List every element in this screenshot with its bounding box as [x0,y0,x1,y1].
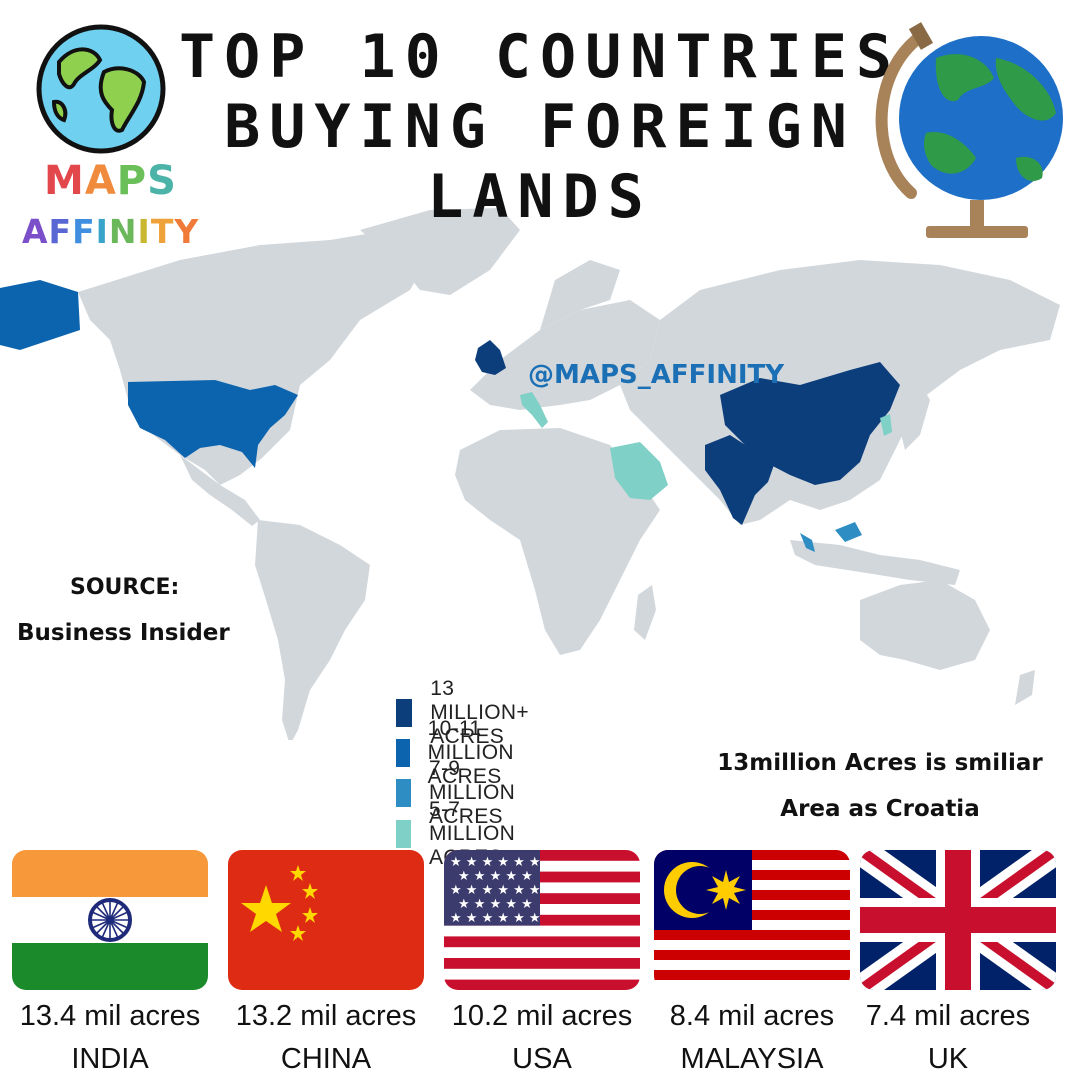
uk-name: UK [927,1043,969,1075]
map-south-america [255,520,370,740]
svg-text:★ ★ ★ ★ ★: ★ ★ ★ ★ ★ [458,897,533,912]
comparison-note: 13million Acres is smiliar Area as Croat… [700,740,1060,832]
china-acres: 13.2 mil acres [235,1000,417,1032]
brand-letter: S [147,158,177,204]
map-usa [128,380,298,468]
map-india [705,435,775,525]
legend-swatch [396,699,413,727]
brand-letter: I [95,212,109,251]
legend-swatch [396,739,410,767]
map-china [720,362,900,485]
malaysia-flag-icon [654,850,850,990]
legend-swatch [396,779,411,807]
legend-label: 10-11 MILLION ACRES [427,717,514,788]
brand-letter: A [22,212,49,251]
china-name: CHINA [280,1043,372,1075]
globe-stand-icon [875,22,1063,238]
china-flag-icon [228,850,424,990]
map-indonesia [790,540,960,585]
svg-text:★ ★ ★ ★ ★ ★: ★ ★ ★ ★ ★ ★ [450,911,541,926]
page-title: TOP 10 COUNTRIES BUYING FOREIGN LANDS [140,22,940,232]
map-new-zealand [1015,670,1035,705]
map-africa [455,428,660,655]
legend-item: 10-11 MILLION ACRES [396,717,530,789]
india-acres: 13.4 mil acres [19,1000,201,1032]
brand-letter: F [48,212,73,251]
source-label: SOURCE: [70,575,180,600]
title-line-1: TOP 10 COUNTRIES [179,22,901,92]
brand-letter: F [72,212,96,251]
map-saudi-arabia [610,442,668,500]
brand-letter: N [108,212,138,251]
title-line-3: LANDS [427,162,653,232]
usa-flag-icon: ★ ★ ★ ★ ★ ★ ★ ★ ★ ★ ★ ★ ★ ★ ★ ★ ★ ★ ★ ★ … [444,850,640,990]
brand-word-maps: MAPS [44,158,177,204]
watermark-handle: @MAPS_AFFINITY [528,360,785,390]
map-madagascar [634,585,656,640]
brand-letter: Y [174,212,200,251]
uk-flag-icon [860,850,1056,990]
uk-acres: 7.4 mil acres [865,1000,1031,1032]
note-line-2: Area as Croatia [780,796,980,822]
map-europe [470,300,660,410]
map-italy [520,392,548,428]
legend-label: 7-9 MILLION ACRES [429,757,516,828]
world-map [0,208,1060,740]
map-scandinavia [540,260,620,330]
usa-name: USA [512,1043,572,1075]
earth-logo-icon [36,24,166,154]
malaysia-name: MALAYSIA [680,1043,824,1075]
svg-text:★ ★ ★ ★ ★ ★: ★ ★ ★ ★ ★ ★ [450,855,541,870]
legend-item: 13 MILLION+ ACRES [396,677,543,749]
brand-letter: A [84,158,117,204]
map-malaysia [800,522,862,552]
brand-letter: P [116,158,148,204]
india-name: INDIA [71,1043,149,1075]
usa-acres: 10.2 mil acres [451,1000,633,1032]
legend-swatch [396,820,411,848]
legend-item: 7-9 MILLION ACRES [396,757,530,829]
map-central-america [180,455,260,526]
svg-text:★ ★ ★ ★ ★ ★: ★ ★ ★ ★ ★ ★ [450,883,541,898]
map-alaska [0,280,80,350]
india-flag-icon [12,850,208,990]
brand-letter: M [44,158,85,204]
map-japan [900,380,930,450]
source-name: Business Insider [17,620,230,646]
map-australia [860,580,990,670]
map-uk [475,340,506,375]
title-line-2: BUYING FOREIGN [224,92,856,162]
map-greenland [360,208,520,295]
map-korea [880,414,892,436]
brand-word-affinity: AFFINITY [22,212,199,251]
malaysia-acres: 8.4 mil acres [669,1000,835,1032]
brand-letter: T [150,212,175,251]
brand-letter: I [137,212,151,251]
note-line-1: 13million Acres is smiliar [717,750,1043,776]
svg-text:★ ★ ★ ★ ★: ★ ★ ★ ★ ★ [458,869,533,884]
legend-label: 13 MILLION+ ACRES [430,677,529,748]
